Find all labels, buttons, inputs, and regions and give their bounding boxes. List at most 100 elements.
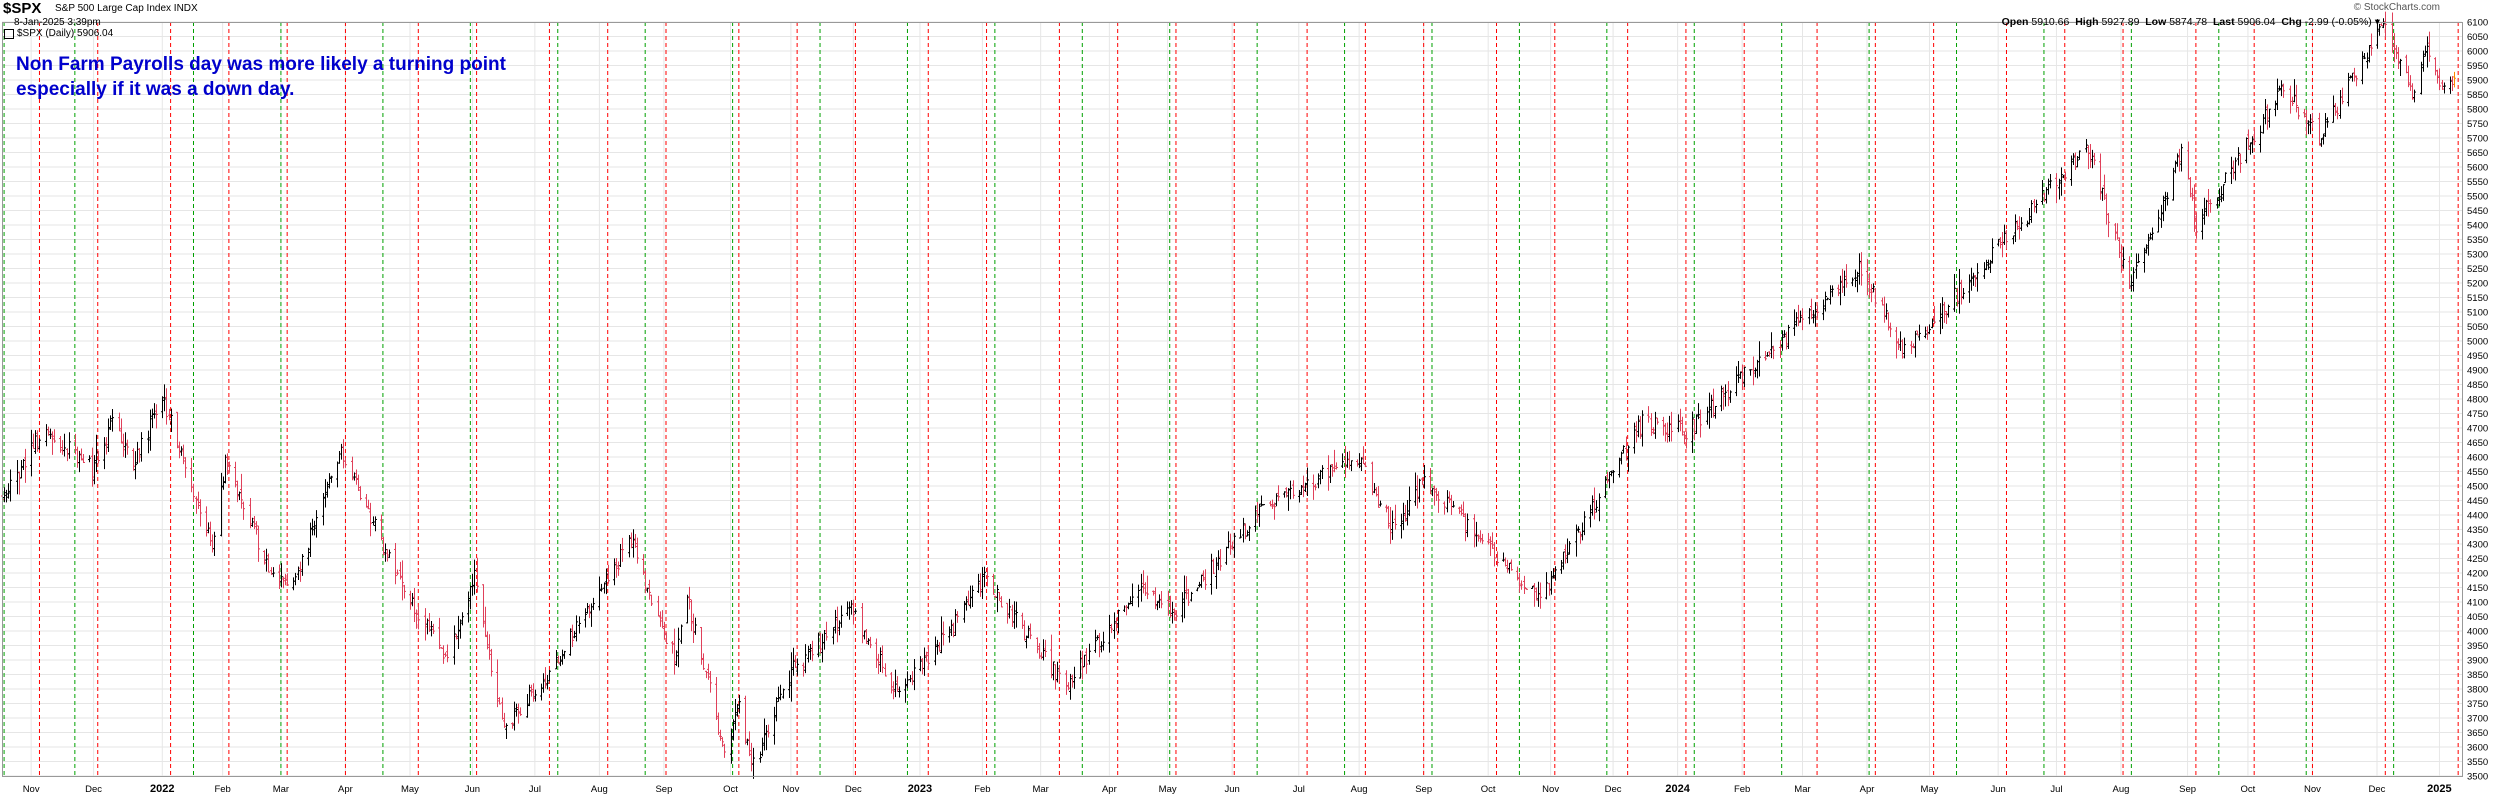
ohlc-bar <box>1171 601 1174 624</box>
x-tick-label: Nov <box>2304 784 2321 795</box>
ohlc-bar <box>1181 592 1184 623</box>
ohlc-bar <box>267 553 270 573</box>
ohlc-bar <box>811 640 814 662</box>
ohlc-bar <box>265 548 268 572</box>
ohlc-bar <box>1100 641 1103 653</box>
ohlc-bar <box>628 535 631 558</box>
ohlc-bar <box>942 621 945 646</box>
ohlc-bar <box>540 683 543 701</box>
ohlc-bar <box>2247 129 2250 150</box>
ohlc-bar <box>1173 608 1176 621</box>
ohlc-bar <box>1185 576 1188 600</box>
ohlc-bar <box>2012 235 2015 245</box>
ohlc-bar <box>615 558 618 578</box>
ohlc-bar <box>1525 588 1528 590</box>
ohlc-bar <box>1595 500 1598 513</box>
ohlc-bar <box>1462 501 1465 517</box>
ohlc-bar <box>1098 633 1101 658</box>
ohlc-bar <box>598 576 601 611</box>
ohlc-bar <box>78 450 81 473</box>
ohlc-bar <box>2087 145 2090 170</box>
ohlc-bar <box>1741 364 1744 391</box>
ohlc-bar <box>1314 483 1317 491</box>
y-tick-label: 3800 <box>2467 685 2488 696</box>
ohlc-bar <box>1941 297 1944 329</box>
ohlc-bar <box>1379 500 1382 507</box>
x-tick-label: Dec <box>85 784 102 795</box>
ohlc-bar <box>1448 491 1451 503</box>
y-tick-label: 5750 <box>2467 119 2488 130</box>
ohlc-bar <box>1695 414 1698 434</box>
ohlc-bar <box>51 431 54 455</box>
ohlc-bar <box>578 616 581 634</box>
y-tick-label: 3500 <box>2467 772 2488 783</box>
ohlc-bar <box>1785 331 1788 350</box>
ohlc-bar <box>1910 340 1913 354</box>
ohlc-bar <box>832 627 835 645</box>
y-tick-label: 5300 <box>2467 250 2488 261</box>
ohlc-bar <box>511 722 514 729</box>
y-tick-label: 6050 <box>2467 32 2488 43</box>
ohlc-bar <box>1052 661 1055 681</box>
ohlc-bar <box>2336 106 2339 120</box>
ohlc-bar <box>1837 284 1840 297</box>
y-tick-label: 3850 <box>2467 670 2488 681</box>
ohlc-bar <box>680 624 683 644</box>
chevron-down-icon[interactable]: ▾ <box>2374 16 2380 28</box>
ohlc-bar <box>1901 339 1904 359</box>
ohlc-bar <box>734 699 737 731</box>
y-tick-label: 5400 <box>2467 221 2488 232</box>
brand-watermark: © StockCharts.com <box>2353 2 2440 13</box>
ohlc-bar <box>896 676 899 692</box>
ohlc-bar <box>1593 487 1596 520</box>
index-description: S&P 500 Large Cap Index INDX <box>55 3 198 14</box>
ohlc-bar <box>1822 299 1825 321</box>
y-tick-label: 5700 <box>2467 134 2488 145</box>
ohlc-bar <box>2251 136 2254 154</box>
ohlc-bar <box>1533 583 1536 607</box>
ohlc-bar <box>2355 75 2358 87</box>
x-tick-label: Aug <box>2113 784 2130 795</box>
ohlc-bar <box>1362 446 1365 465</box>
ohlc-bar <box>297 566 300 580</box>
ohlc-bar <box>2085 138 2088 153</box>
ohlc-bar <box>1304 482 1307 492</box>
y-tick-label: 3650 <box>2467 728 2488 739</box>
ohlc-bar <box>1391 510 1394 540</box>
x-tick-label: Jul <box>2050 784 2062 795</box>
ohlc-bar <box>1377 485 1380 508</box>
ohlc-bar <box>313 520 316 536</box>
ohlc-bar <box>374 516 377 532</box>
ohlc-bar <box>1841 268 1844 293</box>
ohlc-bar <box>257 525 260 562</box>
ohlc-bar <box>68 432 71 459</box>
ohlc-bar <box>1479 530 1482 543</box>
ohlc-bar <box>1608 471 1611 489</box>
ohlc-bar <box>182 444 185 465</box>
x-tick-label: Dec <box>2369 784 2386 795</box>
ohlc-bar <box>1799 310 1802 323</box>
ohlc-bar <box>1450 494 1453 516</box>
ohlc-bar <box>170 408 173 432</box>
x-tick-label: Oct <box>2241 784 2256 795</box>
ohlc-bar <box>1458 506 1461 514</box>
ohlc-bar <box>2441 80 2444 90</box>
ohlc-bar <box>2422 50 2425 72</box>
ohlc-bar <box>424 608 427 641</box>
ohlc-bar <box>2028 208 2031 225</box>
x-tick-label: Mar <box>1794 784 1810 795</box>
ohlc-bar <box>2070 155 2073 186</box>
x-tick-label: Mar <box>1032 784 1048 795</box>
ohlc-bar <box>1011 604 1014 628</box>
ohlc-bar <box>2003 224 2006 246</box>
ohlc-bar <box>1612 470 1615 484</box>
ohlc-bar <box>2291 96 2294 107</box>
ohlc-bar <box>49 428 52 440</box>
ohlc-bar <box>388 549 391 558</box>
ohlc-bar <box>881 645 884 674</box>
y-tick-label: 3750 <box>2467 699 2488 710</box>
ohlc-bar <box>1548 582 1551 596</box>
ohlc-bar <box>875 638 878 669</box>
ohlc-bar <box>249 498 252 529</box>
ohlc-bar <box>1999 237 2002 249</box>
